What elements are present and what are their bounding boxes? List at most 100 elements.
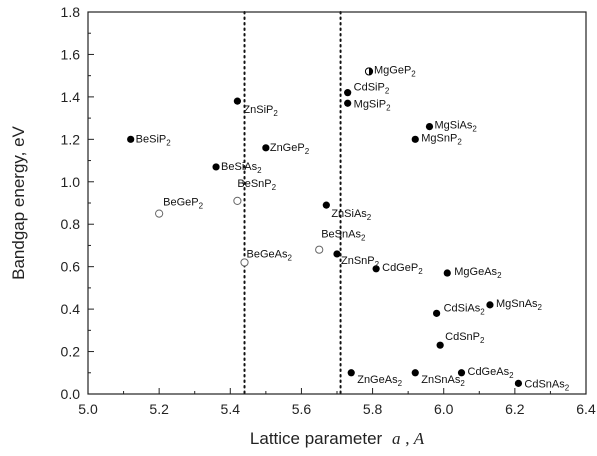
y-tick-label: 0.0 [61, 386, 81, 402]
point-ZnSnAs2 [411, 369, 419, 377]
point-BeGeAs2 [240, 258, 249, 267]
point-label-CdSiAs2: CdSiAs2 [444, 302, 486, 316]
x-tick-label: 6.0 [434, 401, 454, 417]
y-tick-label: 0.8 [61, 216, 81, 232]
point-ZnGeP2 [262, 144, 270, 152]
point-ZnSnP2 [333, 250, 341, 258]
point-marker [443, 269, 451, 277]
point-CdGeP2 [372, 265, 380, 273]
point-MgSnAs2 [486, 301, 494, 309]
y-tick-label: 1.2 [61, 131, 81, 147]
x-tick-label: 6.4 [576, 401, 596, 417]
point-BeSiAs2 [212, 163, 220, 171]
x-tick-label: 6.2 [505, 401, 525, 417]
point-label-MgSnP2: MgSnP2 [421, 132, 462, 146]
x-tick-label: 5.0 [78, 401, 98, 417]
point-marker [240, 258, 249, 267]
point-marker [155, 209, 164, 218]
reference-lines [243, 11, 342, 395]
point-label-MgSnAs2: MgSnAs2 [496, 298, 543, 312]
point-marker [486, 301, 494, 309]
y-tick-label: 0.4 [61, 301, 81, 317]
point-label-MgSiAs2: MgSiAs2 [434, 120, 477, 134]
point-label-MgSiP2: MgSiP2 [354, 98, 391, 112]
x-tick-label: 5.2 [149, 401, 169, 417]
point-marker [333, 250, 341, 258]
point-CdGeAs2 [457, 369, 466, 377]
point-label-BeSiAs2: BeSiAs2 [221, 161, 262, 175]
point-marker [127, 135, 135, 143]
point-BeSnP2 [233, 196, 242, 205]
point-label-ZnSnP2: ZnSnP2 [341, 255, 380, 269]
point-label-ZnGeP2: ZnGeP2 [270, 142, 310, 156]
point-label-BeSnP2: BeSnP2 [237, 178, 276, 192]
point-ZnGeAs2 [347, 369, 355, 377]
x-tick-label: 5.4 [221, 401, 241, 417]
point-label-ZnGeAs2: ZnGeAs2 [357, 374, 402, 388]
point-label-CdSnAs2: CdSnAs2 [524, 378, 569, 392]
point-marker [212, 163, 220, 171]
point-label-BeSnAs2: BeSnAs2 [321, 229, 366, 243]
point-marker [315, 245, 324, 254]
point-marker [372, 265, 380, 273]
point-MgSiAs2 [425, 123, 434, 131]
x-axis-label-main: Lattice parameter [250, 429, 383, 448]
point-ZnSiAs2 [322, 201, 330, 209]
point-BeGeP2 [155, 209, 164, 218]
data-points [127, 67, 523, 387]
y-tick-label: 1.8 [61, 4, 81, 20]
point-label-ZnSiP2: ZnSiP2 [243, 104, 278, 118]
point-BeSnAs2 [315, 245, 324, 254]
y-axis: 0.0 0.2 0.4 0.6 0.8 1.0 1.2 1.4 1.6 1.8 [61, 4, 94, 402]
point-marker [344, 89, 352, 97]
point-BeSiP2 [127, 135, 135, 143]
point-ZnSiP2 [233, 97, 241, 105]
point-CdSiP2 [344, 89, 352, 97]
point-label-MgGeAs2: MgGeAs2 [454, 266, 502, 280]
point-marker [344, 99, 352, 107]
point-labels: BeSiP2 ZnSiP2 ZnGeP2 BeSiAs2 BeSnP2 BeGeP2 BeG… [136, 64, 570, 392]
y-tick-label: 1.0 [61, 174, 81, 190]
point-label-CdSnP2: CdSnP2 [445, 331, 485, 345]
point-label-BeGeP2: BeGeP2 [163, 197, 203, 211]
point-label-BeSiP2: BeSiP2 [136, 133, 172, 147]
point-label-CdSiP2: CdSiP2 [354, 82, 390, 96]
y-tick-label: 1.4 [61, 89, 81, 105]
point-CdSnP2 [436, 341, 444, 349]
point-marker [233, 97, 241, 105]
y-axis-label: Bandgap energy, eV [9, 125, 28, 279]
point-MgSiP2 [344, 99, 352, 107]
point-label-CdGeAs2: CdGeAs2 [468, 366, 515, 380]
point-marker [233, 196, 242, 205]
y-tick-label: 0.2 [61, 344, 81, 360]
point-label-ZnSnAs2: ZnSnAs2 [421, 374, 465, 388]
x-tick-label: 5.8 [363, 401, 383, 417]
y-tick-label: 0.6 [61, 259, 81, 275]
x-axis: 5.0 5.2 5.4 5.6 5.8 6.0 6.2 6.4 [78, 388, 596, 417]
point-marker [322, 201, 330, 209]
point-marker [262, 144, 270, 152]
point-label-BeGeAs2: BeGeAs2 [247, 248, 293, 262]
point-MgGeAs2 [443, 269, 451, 277]
point-marker-half [369, 67, 373, 76]
x-axis-label-symbol: a [392, 429, 401, 448]
y-tick-label: 1.6 [61, 46, 81, 62]
point-marker [411, 369, 419, 377]
point-marker [347, 369, 355, 377]
point-marker [436, 341, 444, 349]
point-CdSiAs2 [433, 309, 441, 317]
point-label-MgGeP2: MgGeP2 [374, 64, 416, 78]
x-axis-label: Lattice parameter a , A [250, 429, 425, 448]
point-marker [425, 123, 434, 131]
point-marker [433, 309, 441, 317]
point-marker [411, 135, 419, 143]
point-marker [457, 369, 466, 377]
x-axis-label-unit: A [413, 429, 425, 448]
point-label-ZnSiAs2: ZnSiAs2 [331, 208, 371, 222]
point-MgSnP2 [411, 135, 419, 143]
point-CdSnAs2 [514, 379, 523, 387]
point-label-CdGeP2: CdGeP2 [382, 262, 423, 276]
point-marker [514, 379, 523, 387]
point-MgGeP2 [364, 67, 374, 76]
